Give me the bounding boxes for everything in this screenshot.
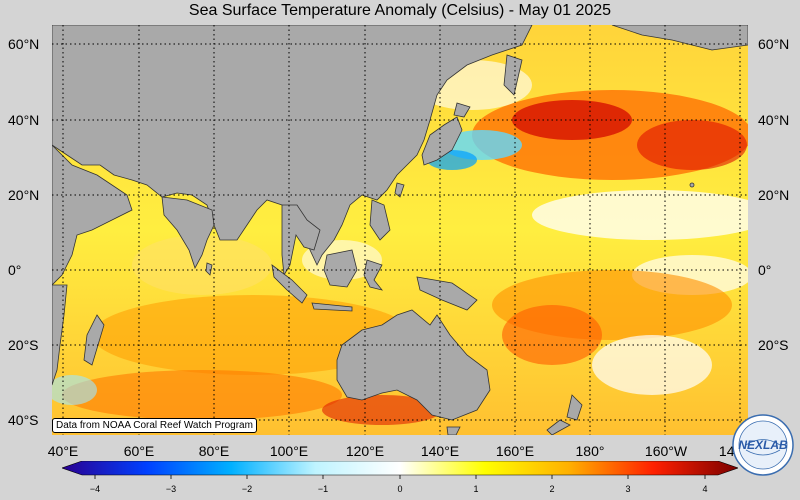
colorbar-tick: 3 [625,484,631,494]
lat-label-60n-right: 60°N [758,36,790,52]
lat-label-20s-right: 20°S [758,337,789,353]
map-title: Sea Surface Temperature Anomaly (Celsius… [188,2,612,19]
colorbar-tick: 2 [549,484,555,494]
colorbar-tick: −2 [241,484,253,494]
lat-label-20s: 20°S [8,337,39,353]
lat-label-40n: 40°N [8,112,40,128]
lon-label-120e: 120°E [345,443,385,459]
anomaly-patches [52,40,748,425]
lon-label-80e: 80°E [198,443,230,459]
colorbar-tick: −1 [317,484,329,494]
nexlab-logo: NEXLAB [732,414,794,476]
colorbar-tick: 1 [473,484,479,494]
colorbar-tick: −3 [165,484,177,494]
lat-label-20n: 20°N [8,187,40,203]
lat-label-20n-right: 20°N [758,187,790,203]
lat-label-0: 0° [8,262,22,278]
lat-label-0-right: 0° [758,262,772,278]
lon-label-160e: 160°E [495,443,535,459]
colorbar-tick: −4 [89,484,101,494]
gridlines [52,25,748,435]
lat-label-40s: 40°S [8,412,39,428]
lat-label-60n: 60°N [8,36,40,52]
lon-label-100e: 100°E [269,443,309,459]
lon-label-60e: 60°E [123,443,155,459]
sst-anomaly-map [52,25,748,435]
colorbar-tick: 4 [702,484,708,494]
logo-text: NEXLAB [738,438,788,452]
lon-label-40e: 40°E [47,443,79,459]
colorbar-tick: 0 [397,484,403,494]
colorbar [62,461,738,479]
lon-label-140e: 140°E [420,443,460,459]
data-credit: Data from NOAA Coral Reef Watch Program [52,418,257,433]
lat-label-40n-right: 40°N [758,112,790,128]
lon-label-160w: 160°W [644,443,688,459]
lon-label-180: 180° [575,443,605,459]
